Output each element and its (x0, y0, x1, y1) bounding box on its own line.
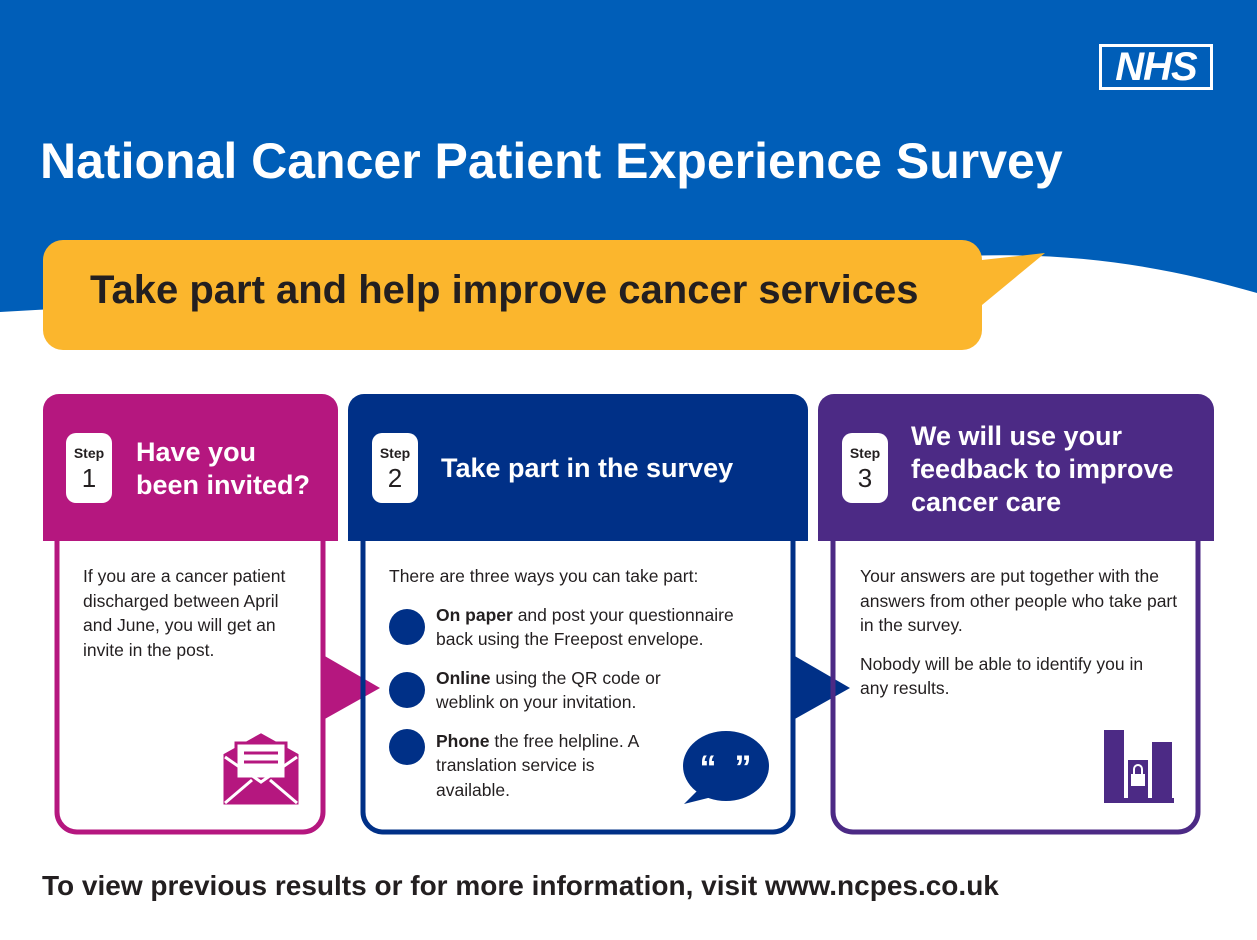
step-heading: Have you been invited? (136, 437, 311, 500)
option: Online using the QR code or weblink on y… (389, 666, 779, 715)
step-label: Step (849, 445, 881, 461)
svg-text:“: “ (700, 749, 717, 787)
step-body: There are three ways you can take part: … (389, 564, 779, 816)
step-badge: Step 3 (842, 433, 888, 503)
option-text: the free helpline. A translation service… (436, 730, 639, 800)
paragraph: Your answers are put together with the a… (860, 566, 1178, 635)
icon (389, 608, 425, 645)
step-heading: We will use your feedback to improve can… (911, 421, 1174, 517)
option-text: using the QR code or weblink on your inv… (436, 667, 661, 713)
paragraph: There are three ways you can take part: (389, 566, 699, 586)
option: Phone the free helpline. A translation s… (389, 728, 779, 803)
step-label: Step (73, 445, 105, 461)
step-number: 3 (857, 463, 873, 493)
banner: Take part and help improve cancer servic… (90, 268, 919, 312)
footer: To view previous results or for more inf… (42, 870, 999, 901)
option-bold: Online (436, 667, 491, 688)
option-text: and post your questionnaire back using t… (436, 604, 734, 650)
step-badge: Step 2 (372, 433, 418, 503)
step-number: 2 (387, 463, 403, 493)
paragraph: If you are a cancer patient discharged b… (83, 566, 286, 660)
step-label: Step (379, 445, 411, 461)
option-bold: Phone (436, 730, 490, 751)
step-body: Your answers are put together with the a… (860, 564, 1180, 715)
nhs-logo: NHS (1099, 44, 1213, 90)
icon (389, 671, 425, 708)
step-body: If you are a cancer patient discharged b… (83, 564, 301, 676)
svg-text:”: ” (735, 749, 752, 787)
step-number: 1 (81, 463, 97, 493)
title: National Cancer Patient Experience Surve… (40, 133, 1063, 189)
option-bold: On paper (436, 604, 513, 625)
icon (389, 728, 425, 765)
paragraph: Nobody will be able to identify you in a… (860, 653, 1144, 699)
step-badge: Step 1 (66, 433, 112, 503)
step-heading: Take part in the survey (441, 453, 734, 483)
option: On paper and post your questionnaire bac… (389, 603, 779, 652)
